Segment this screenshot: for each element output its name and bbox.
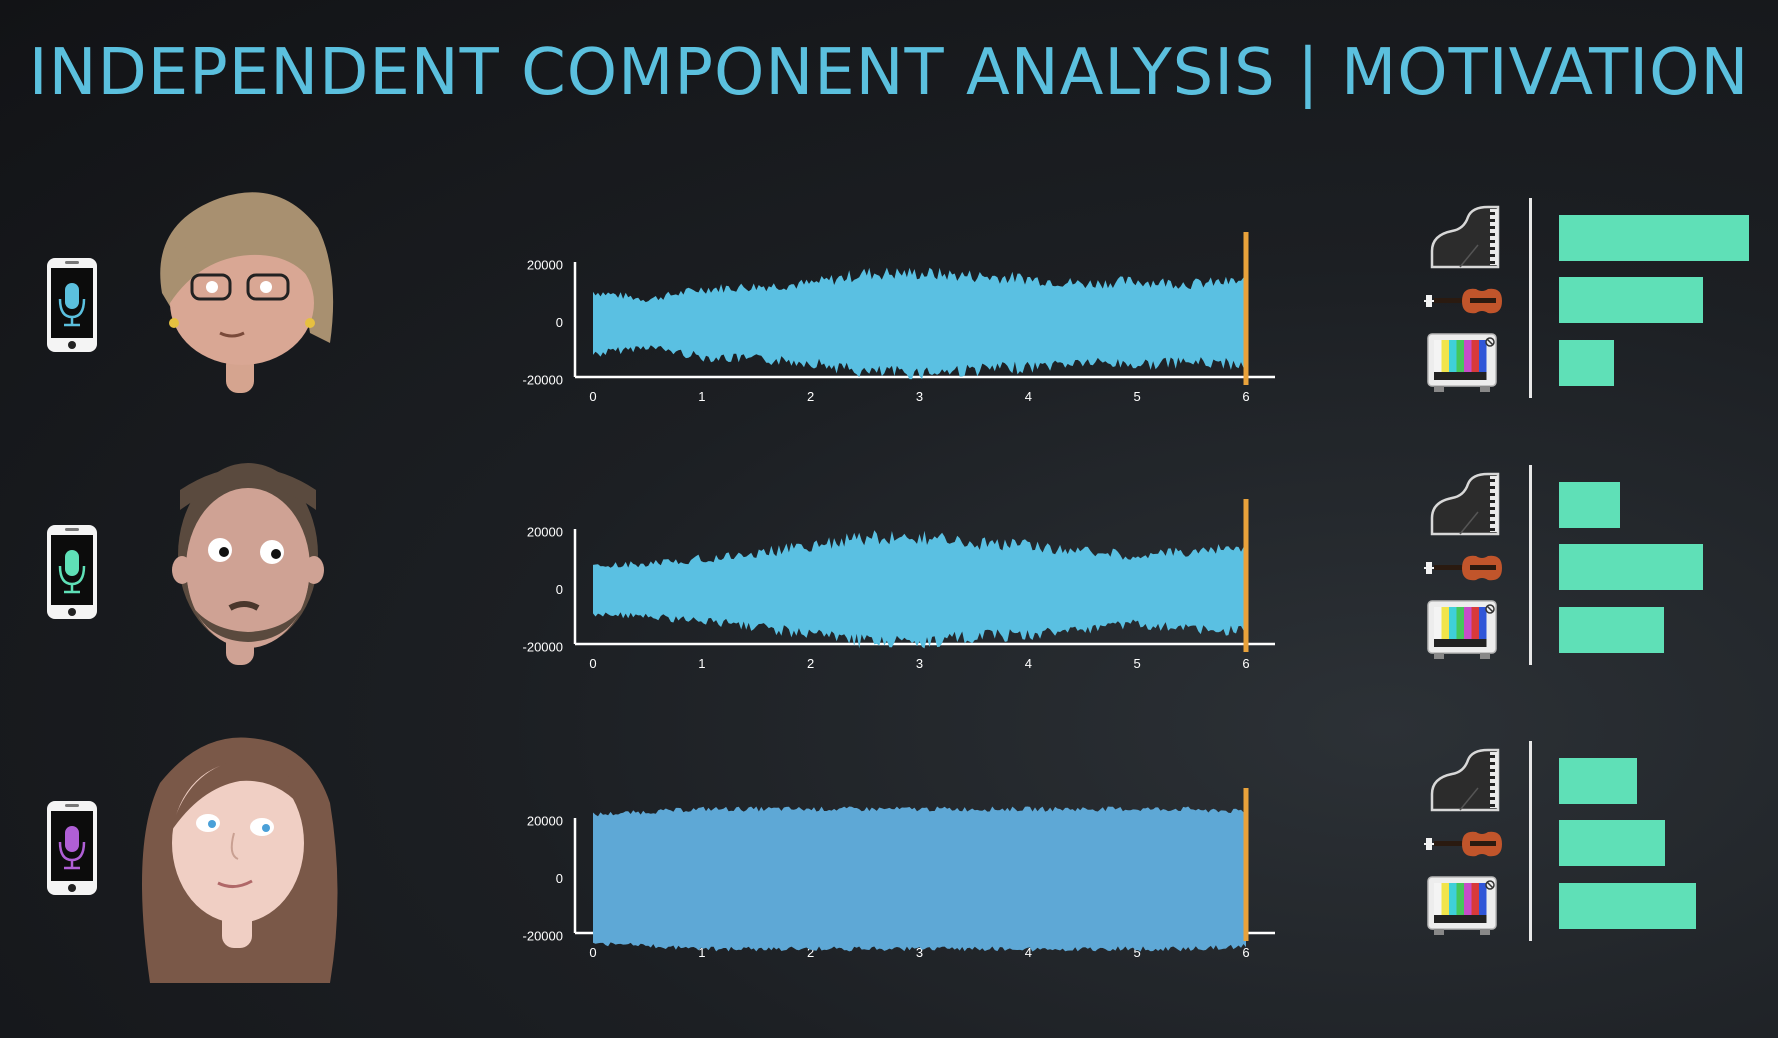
smartphone-microphone-icon bbox=[46, 800, 98, 896]
microphone-icon bbox=[65, 283, 79, 309]
grand-piano-icon bbox=[1424, 205, 1502, 271]
y-tick-label: 20000 bbox=[527, 258, 563, 273]
x-tick-label: 6 bbox=[1242, 945, 1249, 960]
television-icon bbox=[1424, 330, 1502, 396]
microphone-icon bbox=[65, 826, 79, 852]
source-level-bar-piano bbox=[1559, 215, 1749, 261]
microphone-icon bbox=[65, 550, 79, 576]
source-level-bar-violin bbox=[1559, 544, 1703, 590]
y-tick-label: 20000 bbox=[527, 814, 563, 829]
y-tick-label: -20000 bbox=[523, 372, 563, 387]
smartphone-microphone-icon bbox=[46, 257, 98, 353]
x-tick-label: 4 bbox=[1025, 389, 1032, 404]
source-level-bar-tv bbox=[1559, 883, 1696, 929]
x-tick-label: 1 bbox=[698, 656, 705, 671]
avatar-long-haired-woman bbox=[130, 733, 350, 983]
grand-piano-icon bbox=[1424, 472, 1502, 538]
divider-line bbox=[1529, 741, 1532, 941]
y-tick-label: 20000 bbox=[527, 525, 563, 540]
waveform-chart: 20000 0 -20000 0 1 2 3 4 5 6 bbox=[500, 494, 1290, 694]
y-tick-label: 0 bbox=[556, 871, 563, 886]
x-tick-label: 5 bbox=[1134, 656, 1141, 671]
grand-piano-icon bbox=[1424, 748, 1502, 814]
x-tick-label: 3 bbox=[916, 656, 923, 671]
x-tick-label: 2 bbox=[807, 945, 814, 960]
x-tick-label: 2 bbox=[807, 656, 814, 671]
source-level-bar-piano bbox=[1559, 482, 1620, 528]
x-tick-label: 0 bbox=[589, 945, 596, 960]
source-level-bar-violin bbox=[1559, 820, 1665, 866]
x-tick-label: 5 bbox=[1134, 945, 1141, 960]
source-level-bar-tv bbox=[1559, 607, 1664, 653]
x-tick-label: 0 bbox=[589, 389, 596, 404]
recording-row: 20000 0 -20000 0 1 2 3 4 5 6 bbox=[0, 192, 1778, 455]
x-tick-label: 0 bbox=[589, 656, 596, 671]
waveform-chart: 20000 0 -20000 0 1 2 3 4 5 6 bbox=[500, 783, 1290, 983]
smartphone-microphone-icon bbox=[46, 524, 98, 620]
x-tick-label: 1 bbox=[698, 389, 705, 404]
waveform bbox=[593, 806, 1246, 952]
source-level-bar-tv bbox=[1559, 340, 1614, 386]
source-level-bar-piano bbox=[1559, 758, 1637, 804]
x-tick-label: 1 bbox=[698, 945, 705, 960]
y-tick-label: -20000 bbox=[523, 639, 563, 654]
x-tick-label: 3 bbox=[916, 945, 923, 960]
x-tick-label: 6 bbox=[1242, 656, 1249, 671]
avatar-woman-with-glasses bbox=[140, 183, 360, 433]
x-tick-label: 6 bbox=[1242, 389, 1249, 404]
television-icon bbox=[1424, 873, 1502, 939]
x-tick-label: 2 bbox=[807, 389, 814, 404]
x-tick-label: 4 bbox=[1025, 945, 1032, 960]
waveform bbox=[593, 267, 1246, 380]
waveform bbox=[593, 530, 1246, 649]
violin-icon bbox=[1424, 267, 1502, 333]
violin-icon bbox=[1424, 810, 1502, 876]
y-tick-label: -20000 bbox=[523, 928, 563, 943]
x-tick-label: 3 bbox=[916, 389, 923, 404]
x-tick-label: 4 bbox=[1025, 656, 1032, 671]
y-tick-label: 0 bbox=[556, 315, 563, 330]
slide-title: INDEPENDENT COMPONENT ANALYSIS | MOTIVAT… bbox=[28, 36, 1750, 110]
recording-row: 20000 0 -20000 0 1 2 3 4 5 6 bbox=[0, 462, 1778, 722]
waveform-chart: 20000 0 -20000 0 1 2 3 4 5 6 bbox=[500, 227, 1290, 427]
x-tick-label: 5 bbox=[1134, 389, 1141, 404]
avatar-bearded-man bbox=[140, 450, 360, 700]
violin-icon bbox=[1424, 534, 1502, 600]
recording-row: 20000 0 -20000 0 1 2 3 4 5 6 bbox=[0, 737, 1778, 998]
divider-line bbox=[1529, 198, 1532, 398]
divider-line bbox=[1529, 465, 1532, 665]
television-icon bbox=[1424, 597, 1502, 663]
y-tick-label: 0 bbox=[556, 582, 563, 597]
source-level-bar-violin bbox=[1559, 277, 1703, 323]
